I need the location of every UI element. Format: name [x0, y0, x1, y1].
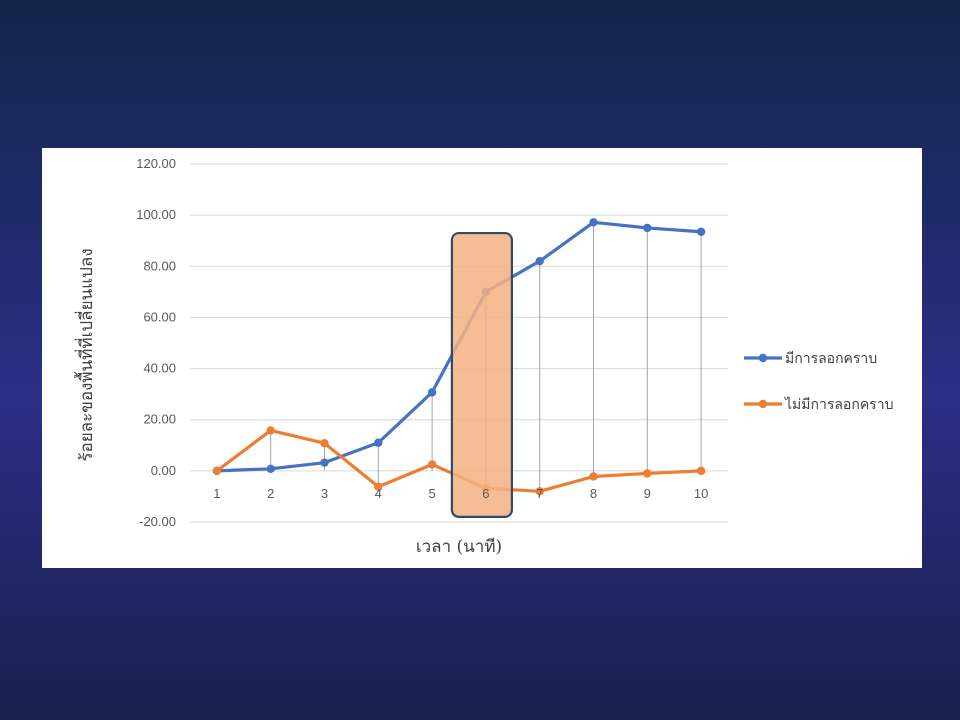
data-point	[374, 438, 383, 447]
legend-label: ไม่มีการลอกคราบ	[784, 396, 893, 413]
legend-item: ไม่มีการลอกคราบ	[744, 396, 893, 413]
data-point	[589, 472, 598, 481]
legend-label: มีการลอกคราบ	[785, 351, 877, 367]
y-axis-tick-labels: -20.00 0.00 20.00 40.00 60.00 80.00 100.00 120.…	[136, 156, 176, 529]
data-point	[212, 466, 222, 476]
data-point	[643, 469, 652, 478]
x-tick-label: 1	[213, 486, 220, 501]
y-tick-label: -20.00	[139, 514, 176, 529]
x-tick-label: 10	[694, 486, 708, 501]
y-tick-label: 60.00	[143, 309, 176, 324]
x-tick-label: 6	[482, 486, 489, 501]
data-point	[589, 218, 598, 227]
y-tick-label: 100.00	[136, 207, 176, 222]
x-tick-label: 7	[536, 486, 543, 501]
legend-item: มีการลอกคราบ	[744, 351, 877, 367]
y-tick-label: 20.00	[143, 412, 176, 427]
data-point	[266, 426, 275, 435]
data-point	[374, 482, 383, 491]
y-tick-label: 120.00	[136, 156, 176, 171]
data-point	[266, 464, 275, 474]
data-point	[427, 388, 437, 397]
data-point	[643, 223, 652, 233]
data-point	[535, 256, 544, 266]
highlight-layer	[450, 231, 513, 518]
x-tick-label: 2	[267, 486, 274, 501]
chart-panel: -20.00 0.00 20.00 40.00 60.00 80.00 100.00 120.…	[42, 148, 922, 568]
highlight-box	[450, 231, 513, 518]
x-tick-label: 9	[644, 486, 651, 501]
x-tick-label: 4	[375, 486, 382, 501]
legend-swatch-marker	[758, 353, 768, 363]
x-tick-label: 3	[321, 486, 328, 501]
data-point	[696, 227, 706, 236]
y-tick-label: 0.00	[151, 463, 176, 478]
y-axis-title: ร้อยละของพื้นที่ที่เปลี่ยนแปลง	[74, 248, 97, 461]
x-tick-label: 8	[590, 486, 597, 501]
line-chart: -20.00 0.00 20.00 40.00 60.00 80.00 100.00 120.…	[74, 156, 893, 557]
y-tick-label: 40.00	[143, 361, 176, 376]
data-point	[320, 458, 329, 467]
data-point	[427, 460, 437, 469]
x-axis-tick-labels: 1 2 3 4 5 6 7 8 9 10	[213, 486, 708, 501]
x-tick-label: 5	[428, 486, 435, 501]
data-point	[696, 466, 706, 476]
x-axis-title: เวลา (นาที)	[416, 537, 502, 557]
data-point	[535, 487, 544, 496]
data-point	[320, 439, 329, 448]
legend-swatch-marker	[758, 399, 768, 409]
y-tick-label: 80.00	[143, 258, 176, 273]
